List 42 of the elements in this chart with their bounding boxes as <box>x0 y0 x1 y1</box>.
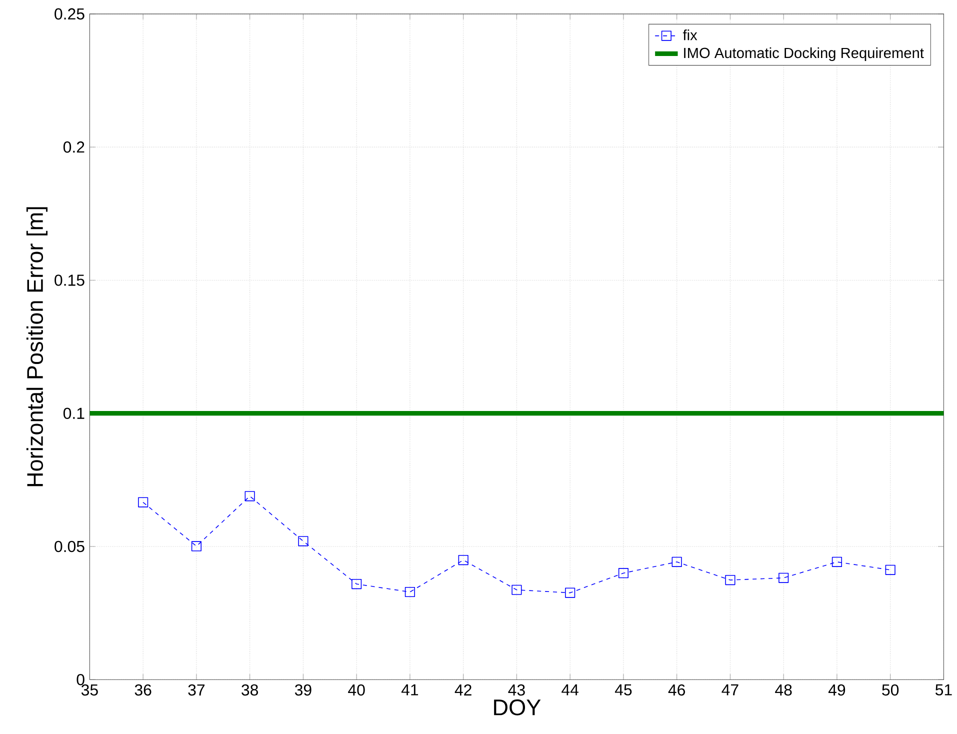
x-tick-label: 37 <box>188 684 205 696</box>
point <box>138 497 148 508</box>
x-tick-label: 45 <box>614 684 632 696</box>
point <box>404 586 415 597</box>
point <box>298 536 308 546</box>
y-tick-label: 0 <box>76 674 84 686</box>
x-tick-label: 42 <box>454 684 472 696</box>
point <box>565 588 576 598</box>
x-tick-label: 46 <box>668 684 685 696</box>
point <box>885 564 896 575</box>
y-tick-label: 0.25 <box>54 8 84 20</box>
y-axis-title: Horizontal Position Error [m] <box>26 207 48 486</box>
point <box>618 568 629 578</box>
x-tick-label: 44 <box>562 684 578 696</box>
y-tick-label: 0.15 <box>54 274 84 286</box>
x-tick-label: 48 <box>775 684 792 696</box>
x-tick-label: 35 <box>81 684 98 696</box>
x-axis-title: DOY <box>494 699 541 716</box>
point <box>832 556 842 567</box>
x-tick-label: 51 <box>935 684 952 696</box>
x-tick-label: 40 <box>348 684 365 696</box>
point <box>512 584 522 595</box>
point <box>672 556 682 567</box>
point <box>191 540 202 552</box>
x-tick-label: 38 <box>242 684 258 696</box>
point <box>458 554 468 565</box>
x-tick-label: 39 <box>294 684 312 696</box>
x-tick-label: 50 <box>882 684 899 696</box>
legend-label: IMO Automatic Docking Requirement <box>684 47 924 61</box>
point <box>778 572 789 583</box>
y-tick-label: 0.1 <box>63 408 84 419</box>
legend-label: fix <box>682 29 698 40</box>
x-tick-label: 43 <box>508 684 525 696</box>
x-tick-label: 47 <box>722 684 738 696</box>
x-tick-label: 49 <box>828 684 846 696</box>
point <box>725 574 736 585</box>
x-tick-label: 36 <box>134 684 152 696</box>
point <box>352 578 362 589</box>
point <box>244 490 255 501</box>
x-tick-label: 41 <box>401 684 418 696</box>
y-tick-label: 0.05 <box>54 540 84 552</box>
y-tick-label: 0.2 <box>63 141 84 153</box>
